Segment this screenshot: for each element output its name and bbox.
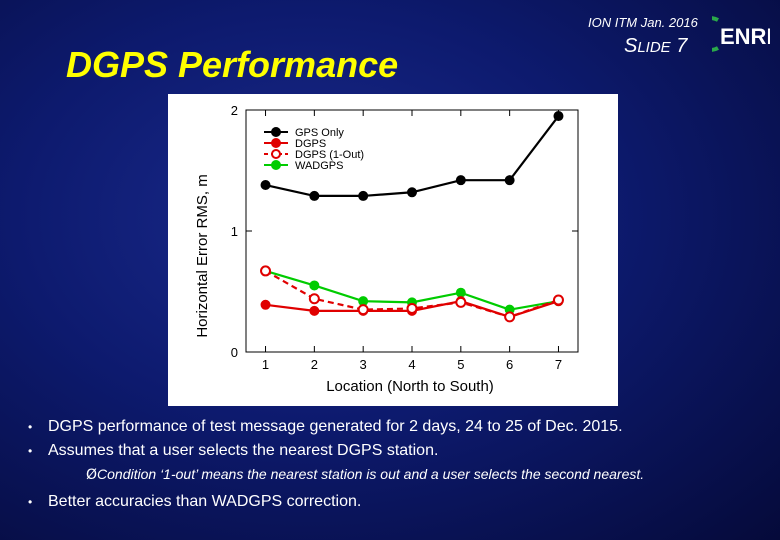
x-tick-label: 7 <box>555 357 562 372</box>
data-point <box>504 311 516 323</box>
x-tick-label: 5 <box>457 357 464 372</box>
legend-label: DGPS <box>295 138 326 150</box>
data-point <box>407 187 417 198</box>
y-axis-label: Horizontal Error RMS, m <box>194 174 211 337</box>
data-point <box>260 265 272 277</box>
chart-panel: 0 1 2 1 2 3 4 5 6 7 GPS Only DGPS DGPS (1-Out) WADGP… <box>168 94 618 406</box>
x-tick-label: 3 <box>360 357 367 372</box>
slide-prefix-big: S <box>624 35 638 57</box>
legend-label: WADGPS <box>295 160 344 172</box>
data-point <box>406 302 418 314</box>
slide-number-value: 7 <box>676 35 688 57</box>
bullet-dot: • <box>28 495 33 509</box>
data-point <box>260 299 271 310</box>
x-tick-label: 2 <box>311 357 318 372</box>
page-title: DGPS Performance <box>66 44 399 85</box>
arrow-icon: Ø <box>86 467 98 483</box>
data-point <box>308 293 320 305</box>
bullet-dot: • <box>28 420 33 434</box>
x-tick-label: 6 <box>506 357 513 372</box>
data-point <box>309 280 320 291</box>
logo-text: ENRI <box>720 24 770 49</box>
x-tick-label: 4 <box>408 357 415 372</box>
legend-marker <box>271 160 281 170</box>
data-point <box>553 111 564 122</box>
data-point <box>260 180 271 191</box>
slide-number: SLIDE 7 <box>624 35 687 58</box>
data-point <box>358 190 369 201</box>
conference-label: ION ITM Jan. 2016 <box>588 15 698 30</box>
bullet-list: • DGPS performance of test message gener… <box>28 418 768 517</box>
legend-marker <box>271 149 281 159</box>
data-point <box>455 296 467 308</box>
y-tick-label: 0 <box>231 345 238 360</box>
enri-logo: ENRI <box>712 16 770 52</box>
legend-label: DGPS (1-Out) <box>295 149 364 161</box>
data-point <box>552 294 564 306</box>
y-tick-label: 1 <box>231 224 238 239</box>
data-point <box>455 175 466 186</box>
bullet-item: • Assumes that a user selects the neares… <box>28 442 768 460</box>
bullet-item: • Better accuracies than WADGPS correcti… <box>28 493 768 511</box>
legend-marker <box>271 138 281 148</box>
legend-label: GPS Only <box>295 127 344 139</box>
data-point <box>309 305 320 316</box>
data-point <box>357 304 369 316</box>
data-point <box>455 287 466 298</box>
legend-marker <box>271 127 281 137</box>
data-point <box>504 175 515 186</box>
bullet-text-2: Assumes that a user selects the nearest … <box>48 442 439 459</box>
slide-prefix-small: LIDE <box>637 39 671 56</box>
sub-bullet-text: Condition ‘1-out’ means the nearest stat… <box>97 466 645 482</box>
bullet-item: • DGPS performance of test message gener… <box>28 418 768 436</box>
bullet-dot: • <box>28 444 33 458</box>
sub-bullet: ØCondition ‘1-out’ means the nearest sta… <box>86 466 768 483</box>
bullet-text-1: DGPS performance of test message generat… <box>48 418 623 435</box>
bullet-text-3: Better accuracies than WADGPS correction… <box>48 493 362 510</box>
data-point <box>309 190 320 201</box>
x-axis-label: Location (North to South) <box>326 378 494 395</box>
y-tick-label: 2 <box>231 103 238 118</box>
logo-arc <box>712 16 719 52</box>
x-tick-label: 1 <box>262 357 269 372</box>
